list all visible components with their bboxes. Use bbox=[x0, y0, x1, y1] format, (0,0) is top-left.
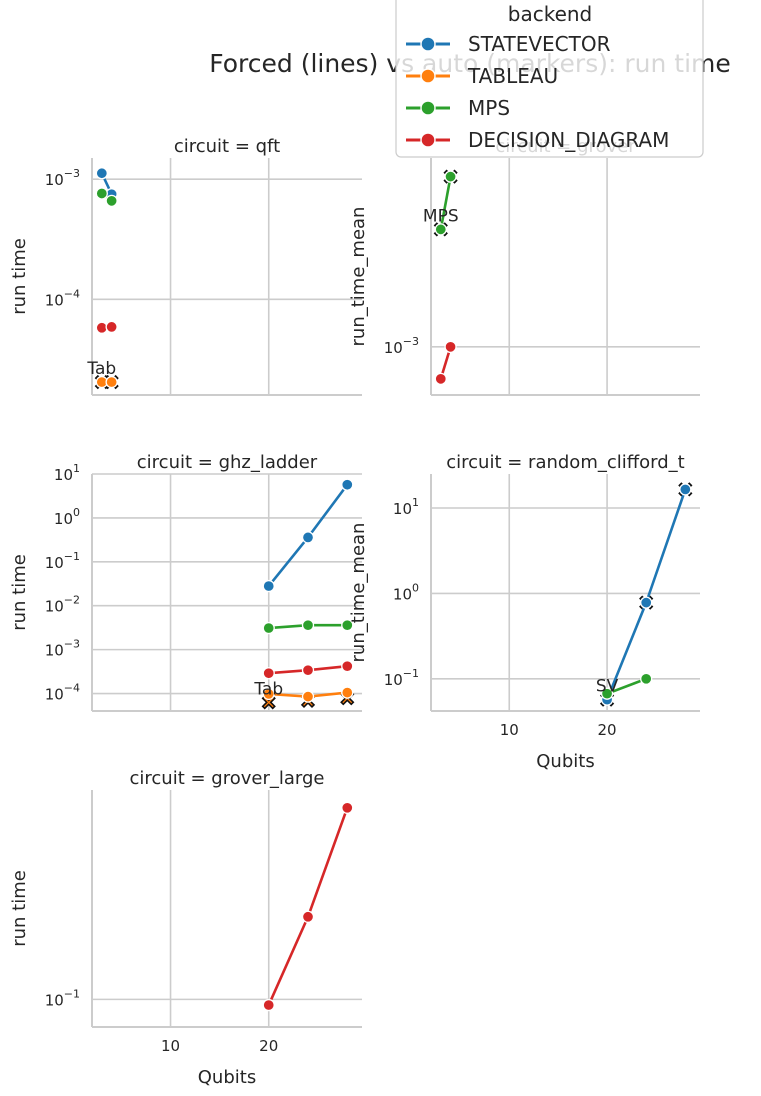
data-point-mps bbox=[105, 194, 118, 208]
y-tick-label: 10−3 bbox=[384, 335, 419, 357]
y-axis-label: run_time_mean bbox=[348, 207, 369, 347]
y-axis-label: run time bbox=[9, 554, 30, 631]
y-tick-label: 10−3 bbox=[45, 638, 80, 660]
data-point-statevector bbox=[301, 531, 315, 544]
data-point-statevector bbox=[262, 579, 275, 593]
y-tick-label: 101 bbox=[54, 462, 80, 484]
data-point-tableau bbox=[262, 687, 275, 701]
point-annotation: SV bbox=[596, 677, 619, 697]
data-point-statevector bbox=[679, 483, 692, 496]
point-annotation: MPS bbox=[423, 206, 459, 226]
legend: backend STATEVECTOR TABLEAU MPS DECISION_DIA… bbox=[395, 0, 704, 158]
point-annotation: Tab bbox=[86, 359, 116, 379]
y-tick-label: 10−4 bbox=[45, 287, 80, 309]
y-tick-label: 10−1 bbox=[384, 667, 419, 689]
data-point-decision_diagram bbox=[341, 801, 354, 814]
point-annotation: Tab bbox=[253, 679, 283, 699]
x-axis-label: Qubits bbox=[198, 1067, 256, 1088]
y-tick-label: 10−1 bbox=[45, 550, 80, 572]
x-axis-label: Qubits bbox=[536, 751, 594, 772]
y-tick-label: 100 bbox=[54, 506, 80, 528]
series-line-mps bbox=[606, 677, 647, 695]
data-point-mps bbox=[341, 619, 354, 632]
auto-marker bbox=[261, 695, 276, 710]
plot-area bbox=[599, 482, 693, 707]
panel-title: circuit = random_clifford_t bbox=[446, 452, 684, 473]
data-point-mps bbox=[262, 621, 275, 635]
plot-area bbox=[262, 801, 354, 1012]
legend-entry-mps: MPS bbox=[468, 96, 510, 120]
panel-3: circuit = ghz_ladder 10−4 10−3 10−2 10−1 100 1… bbox=[9, 452, 362, 712]
data-point-decision_diagram bbox=[262, 667, 275, 680]
data-point-mps bbox=[434, 223, 447, 236]
legend-title: backend bbox=[508, 2, 593, 26]
data-point-tableau bbox=[105, 375, 118, 389]
data-point-mps bbox=[444, 170, 457, 183]
y-tick-label: 10−2 bbox=[45, 594, 80, 616]
legend-entry-statevector: STATEVECTOR bbox=[468, 32, 611, 56]
x-tick-label: 10 bbox=[161, 1037, 180, 1055]
panel-title: circuit = qft bbox=[174, 136, 280, 157]
legend-marker bbox=[420, 36, 436, 52]
y-tick-label: 101 bbox=[393, 496, 419, 518]
data-point-statevector bbox=[640, 596, 653, 609]
legend-box bbox=[395, 0, 704, 158]
panel-title: circuit = grover_large bbox=[130, 768, 325, 789]
data-point-tableau bbox=[301, 690, 315, 703]
data-point-statevector bbox=[341, 478, 354, 491]
data-point-mps bbox=[600, 687, 614, 700]
series-line-mps bbox=[439, 176, 452, 230]
x-tick-label: 10 bbox=[500, 721, 519, 739]
plot-area bbox=[261, 478, 355, 710]
data-point-mps bbox=[301, 619, 315, 632]
legend-marker bbox=[420, 132, 436, 148]
data-point-decision_diagram bbox=[262, 998, 275, 1012]
y-tick-label: 10−1 bbox=[45, 987, 80, 1009]
y-tick-label: 10−4 bbox=[45, 682, 80, 704]
y-axis-label: run time bbox=[9, 870, 30, 947]
legend-marker bbox=[420, 100, 436, 116]
series-line-statevector bbox=[605, 488, 687, 701]
legend-entry-tableau: TABLEAU bbox=[467, 64, 558, 88]
x-tick-label: 20 bbox=[598, 721, 617, 739]
legend-entry-decision_diagram: DECISION_DIAGRAM bbox=[468, 128, 669, 152]
panel-title: circuit = ghz_ladder bbox=[137, 452, 318, 473]
data-point-decision_diagram bbox=[341, 660, 354, 673]
x-tick-label: 20 bbox=[259, 1037, 278, 1055]
panel-1: circuit = qft 10−4 10−3 run time Tab bbox=[9, 136, 362, 396]
plot-area bbox=[433, 169, 458, 386]
data-point-statevector bbox=[95, 167, 108, 180]
y-axis-label: run time bbox=[9, 238, 30, 315]
plot-area bbox=[94, 167, 119, 390]
data-point-mps bbox=[95, 187, 108, 200]
data-point-decision_diagram bbox=[301, 910, 315, 923]
series-line-decision_diagram bbox=[267, 807, 349, 1006]
legend-marker bbox=[420, 68, 436, 84]
y-axis-label: run_time_mean bbox=[348, 523, 369, 663]
data-point-decision_diagram bbox=[105, 320, 118, 334]
y-tick-label: 100 bbox=[393, 581, 419, 603]
data-point-mps bbox=[640, 672, 653, 685]
data-point-decision_diagram bbox=[301, 664, 315, 677]
data-point-decision_diagram bbox=[434, 372, 447, 386]
y-tick-label: 10−3 bbox=[45, 167, 80, 189]
data-point-decision_diagram bbox=[444, 340, 457, 354]
data-point-tableau bbox=[341, 686, 354, 699]
